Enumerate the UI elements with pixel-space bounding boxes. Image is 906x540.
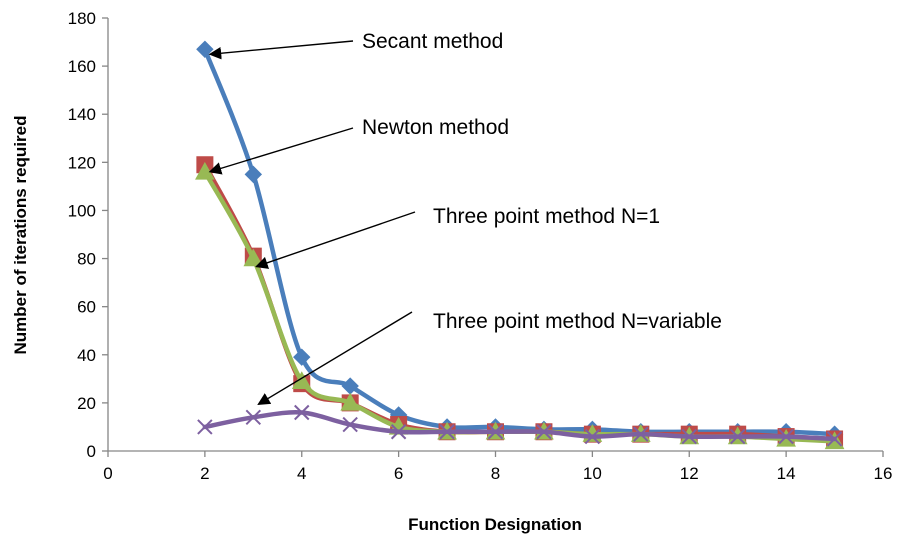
data-point [536, 424, 552, 440]
y-tick-label: 60 [77, 298, 96, 317]
x-tick-label: 16 [874, 464, 893, 483]
y-tick-label: 140 [68, 105, 96, 124]
x-tick-label: 4 [297, 464, 306, 483]
data-point [244, 165, 263, 184]
x-tick-label: 12 [680, 464, 699, 483]
series-line [202, 410, 837, 442]
axes: 0 20 40 60 80 100 120 140 160 180 0 2 4 6 8 10 12 14 16 [68, 9, 893, 483]
data-point [390, 424, 407, 440]
x-tick-label: 10 [583, 464, 602, 483]
data-point [826, 431, 843, 447]
y-tick-label: 100 [68, 201, 96, 220]
x-tick-label: 2 [200, 464, 209, 483]
annotation-arrow [257, 311, 413, 405]
y-tick-label: 80 [77, 250, 96, 269]
data-point [633, 426, 649, 442]
y-tick-label: 40 [77, 346, 96, 365]
y-axis-title: Number of iterations required [11, 116, 30, 355]
data-point [778, 428, 794, 445]
data-point [729, 428, 746, 445]
y-tick-label: 120 [68, 153, 96, 172]
data-point [340, 392, 361, 411]
x-tick-label: 0 [103, 464, 112, 483]
annotation-label: Newton method [362, 116, 509, 139]
data-point [245, 409, 262, 426]
x-tick-label: 8 [491, 464, 500, 483]
annotation-layer: Secant method Newton method Three point me… [208, 30, 722, 405]
x-tick-label: 6 [394, 464, 403, 483]
annotation-arrow [208, 40, 354, 60]
data-point [197, 419, 213, 435]
data-point [294, 404, 310, 421]
y-tick-label: 0 [87, 442, 96, 461]
y-tick-label: 160 [68, 57, 96, 76]
x-axis-title: Function Designation [408, 515, 582, 534]
annotation-label: Secant method [362, 30, 503, 53]
x-tick-label: 14 [777, 464, 796, 483]
data-point [681, 428, 697, 445]
annotation-arrow [208, 127, 354, 175]
data-point [584, 428, 601, 445]
data-point [487, 424, 504, 440]
y-tick-label: 180 [68, 9, 96, 28]
annotation-arrow [255, 211, 416, 269]
annotation-label: Three point method N=1 [433, 205, 660, 228]
data-point [439, 424, 455, 440]
series-layer [195, 40, 845, 450]
data-point [293, 348, 311, 366]
annotation-label: Three point method N=variable [433, 310, 722, 333]
series-2 [196, 156, 844, 448]
series-4 [197, 404, 843, 447]
y-tick-label: 20 [77, 394, 96, 413]
data-point [342, 416, 358, 433]
